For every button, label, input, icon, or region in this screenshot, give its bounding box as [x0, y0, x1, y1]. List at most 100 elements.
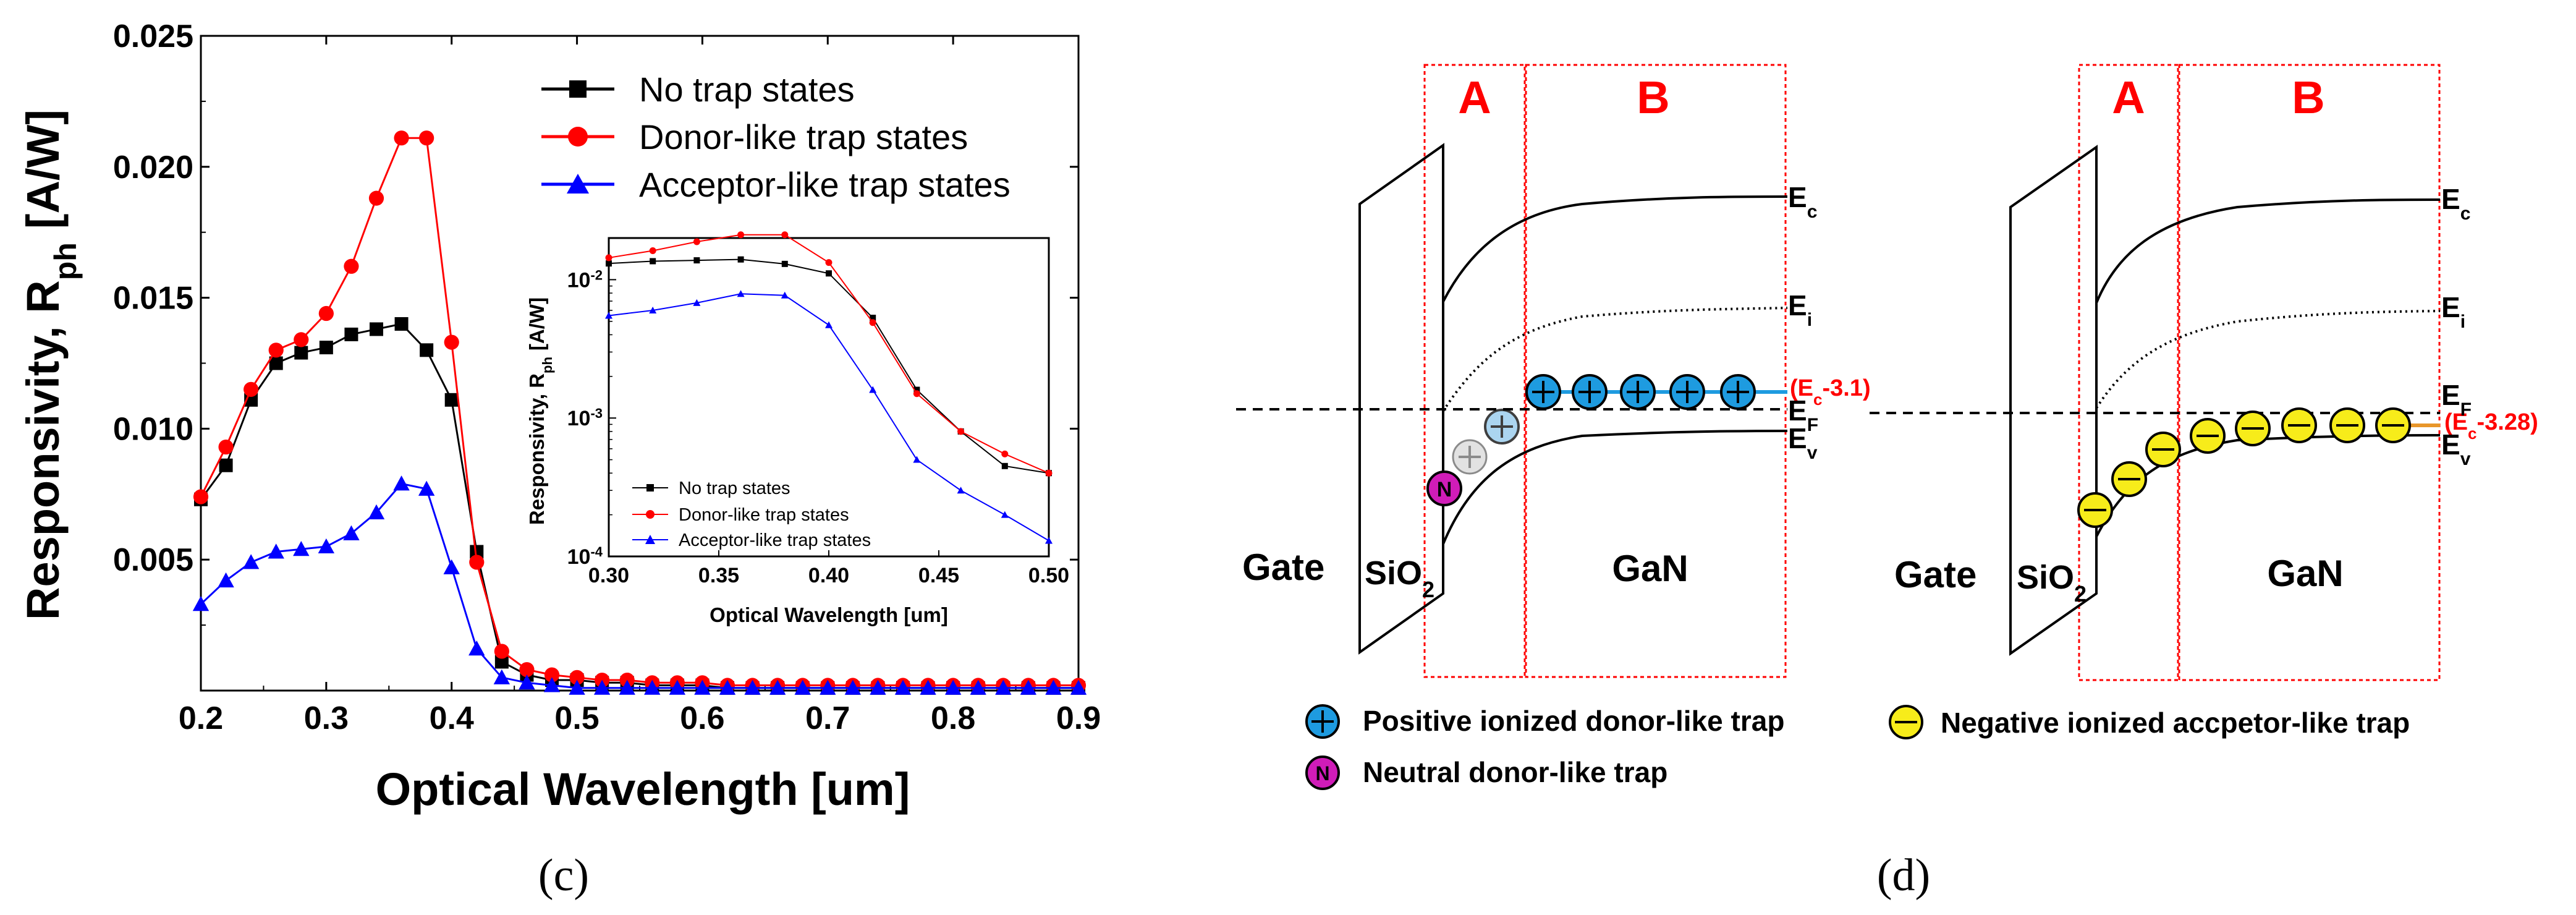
inset-x-tick-label: 0.45	[918, 564, 959, 587]
data-point-0	[370, 322, 383, 336]
ei-band-right	[2095, 310, 2441, 409]
legend-negative-acceptor-icon	[1889, 705, 1923, 739]
data-point-2	[543, 677, 561, 692]
acceptor-trap	[2235, 411, 2271, 446]
donor-trap	[1720, 374, 1756, 410]
data-point-2	[920, 679, 936, 695]
x-tick-label: 0.3	[304, 700, 349, 736]
legend-neutral-symbol: N	[1315, 762, 1329, 785]
acceptor-trap	[2077, 492, 2113, 528]
data-point-0	[319, 341, 333, 355]
region-a-label-left: A	[1458, 72, 1491, 123]
data-point-0	[420, 343, 434, 357]
x-tick-label: 0.2	[179, 700, 223, 736]
inset-data-point-2	[605, 312, 612, 319]
caption-c: (c)	[538, 850, 589, 901]
oxide-shape-right	[2009, 145, 2098, 656]
data-point-2	[343, 525, 360, 540]
region-b-label-left: B	[1637, 72, 1669, 123]
y-tick-label: 0.015	[113, 281, 193, 317]
data-point-2	[970, 679, 986, 695]
inset-data-point-2	[693, 299, 701, 306]
data-point-2	[995, 679, 1012, 695]
data-point-1	[519, 662, 535, 678]
gate-label-right: Gate	[1894, 554, 1976, 595]
oxide-label-left: SiO2	[1365, 555, 1434, 602]
data-point-0	[470, 545, 484, 559]
inset-data-point-2	[737, 290, 745, 297]
region-b-box-right	[2178, 64, 2441, 681]
band-diagram-acceptor: A B (Ec-3.28) Ec Ei EF Ev Gate SiO2 GaN	[1870, 64, 2538, 681]
inset-tick-labels: 0.30 0.35 0.40 0.45 0.50 10-2 10-3 10-4	[567, 267, 1069, 587]
donor-trap	[1669, 374, 1705, 410]
inset-data-point-0	[870, 315, 876, 321]
semiconductor-label-left: GaN	[1612, 548, 1688, 589]
legend-label-acceptor: Acceptor-like trap states	[639, 165, 1010, 204]
data-point-2	[644, 679, 661, 695]
ev-label-right: Ev	[2441, 428, 2471, 469]
inset-data-point-1	[1001, 450, 1009, 457]
data-point-2	[493, 669, 511, 684]
inset-data-point-1	[1045, 469, 1053, 477]
donor-trap	[1572, 374, 1608, 410]
x-tick-label: 0.7	[805, 700, 850, 736]
data-point-2	[719, 679, 736, 695]
inset-axes	[608, 237, 1049, 557]
acceptor-level-label: (Ec-3.28)	[2444, 409, 2538, 443]
data-point-2	[468, 640, 485, 656]
data-point-2	[894, 679, 912, 695]
inset-frame	[608, 237, 1050, 558]
inset-data-point-1	[737, 231, 745, 239]
region-a-box-left	[1423, 64, 1526, 678]
inset-legend-marker-no-trap	[646, 484, 654, 492]
ec-label-right: Ec	[2441, 183, 2470, 224]
x-tick-label: 0.4	[430, 700, 474, 736]
data-point-1	[318, 305, 334, 321]
data-point-2	[443, 559, 460, 574]
data-point-2	[944, 679, 962, 695]
data-point-2	[368, 504, 385, 519]
legend-neutral-donor-icon: N	[1305, 755, 1340, 790]
oxide-label-right: SiO2	[2017, 559, 2087, 606]
region-b-box-left	[1525, 64, 1787, 678]
inset-y-tick-label: 10-2	[567, 267, 603, 292]
data-point-2	[318, 538, 335, 554]
region-a-box-right	[2078, 64, 2179, 681]
inset-data-point-1	[693, 238, 700, 245]
inset-x-axis-label: Optical Wavelength [um]	[710, 603, 948, 626]
data-point-2	[519, 675, 535, 690]
y-tick-label: 0.010	[113, 411, 193, 447]
gate-label-left: Gate	[1242, 547, 1324, 588]
donor-trap	[1525, 374, 1561, 410]
data-point-2	[694, 679, 711, 695]
data-point-0	[294, 346, 308, 360]
data-point-2	[393, 475, 410, 491]
inset-data-point-1	[913, 390, 920, 398]
data-point-1	[268, 343, 284, 358]
inset-data-point-0	[781, 260, 788, 267]
panel-d: A B N (Ec-3.1)	[1236, 64, 2538, 901]
y-tick-label: 0.020	[113, 150, 193, 185]
inset-data-point-1	[825, 259, 833, 266]
data-point-1	[294, 332, 309, 347]
inset-data-point-0	[650, 258, 656, 265]
data-point-2	[744, 679, 761, 695]
inset-data-point-0	[693, 257, 700, 264]
chart-c-series	[192, 130, 1087, 695]
inset-data-point-0	[606, 260, 612, 267]
legend-positive-donor-label: Positive ionized donor-like trap	[1363, 705, 1784, 737]
data-point-1	[569, 670, 585, 685]
data-point-2	[218, 572, 234, 588]
data-point-1	[244, 381, 259, 397]
y-tick-label: 0.025	[113, 19, 193, 54]
inset-legend-label-no-trap: No trap states	[679, 479, 790, 498]
ei-band-left	[1442, 307, 1788, 412]
chart-c-tick-labels: 0.2 0.3 0.4 0.5 0.6 0.7 0.8 0.9 0.005 0.010 0.015 0…	[113, 19, 1101, 736]
acceptor-trap	[2281, 407, 2317, 443]
data-point-1	[344, 258, 359, 274]
data-point-2	[1020, 679, 1037, 695]
chart-c-inset: 0.30 0.35 0.40 0.45 0.50 10-2 10-3 10-4 Optical…	[525, 231, 1069, 626]
inset-data-point-0	[913, 386, 920, 393]
data-point-1	[218, 439, 234, 455]
